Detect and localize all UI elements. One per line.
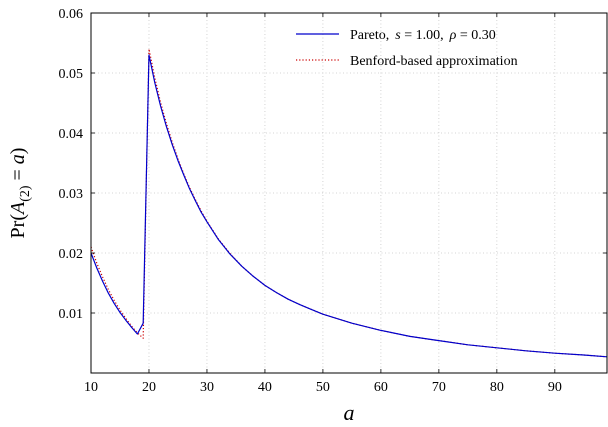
y-tick-label: 0.04 [59,127,84,142]
y-tick-label: 0.01 [59,307,84,322]
y-axis-title-prefix: Pr( [7,214,29,239]
legend-pareto-s-value: = 1.00, [401,28,444,43]
x-tick-label: 50 [316,380,330,395]
legend-pareto-name: Pareto, [350,28,389,43]
legend-pareto-s: s [395,28,401,43]
x-tick-label: 10 [84,380,98,395]
legend-pareto-rho: ρ [449,28,457,43]
x-tick-label: 20 [142,380,156,395]
grid [91,13,607,373]
ticks: 10 20 30 40 50 60 70 80 90 0.01 0.02 0.03 0.04 0.05 0.… [59,7,607,395]
y-axis-title-var: A [7,201,29,216]
x-axis-title: a [344,400,355,425]
y-tick-label: 0.05 [59,67,84,82]
legend-label-benford: Benford-based approximation [350,54,518,69]
y-tick-label: 0.03 [59,187,84,202]
x-tick-label: 60 [374,380,388,395]
x-tick-label: 90 [548,380,562,395]
legend-label-pareto: Pareto, s = 1.00, ρ = 0.30 [350,28,496,43]
y-axis-title-suffix: ) [7,148,29,155]
y-axis-title-rest: = [7,164,29,185]
legend-pareto-rho-value: = 0.30 [456,28,495,43]
y-tick-label: 0.06 [59,7,84,22]
x-tick-label: 30 [200,380,214,395]
y-tick-label: 0.02 [59,247,84,262]
y-axis-title-sub: (2) [18,185,33,202]
x-tick-label: 80 [490,380,504,395]
y-axis-title: Pr(A(2) = a) [7,148,33,239]
series-layer [90,48,608,358]
x-tick-label: 40 [258,380,272,395]
legend: Pareto, s = 1.00, ρ = 0.30 Benford-based a… [296,28,518,69]
series-line-benford [90,48,608,358]
y-axis-title-var2: a [7,154,29,164]
series-line-pareto [90,54,608,358]
x-tick-label: 70 [432,380,446,395]
